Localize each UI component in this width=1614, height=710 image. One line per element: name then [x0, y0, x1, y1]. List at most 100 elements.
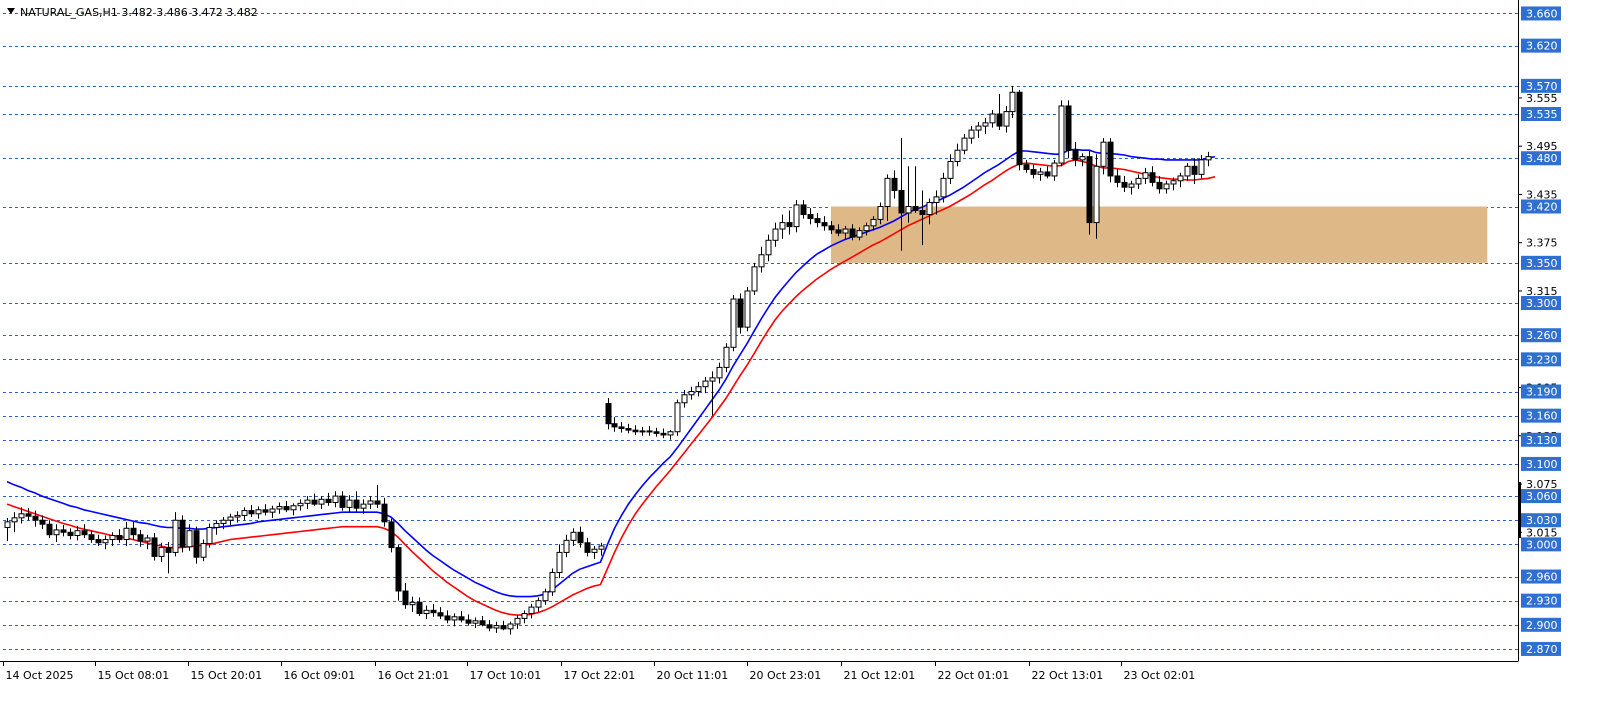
- candle[interactable]: [849, 224, 856, 241]
- candle[interactable]: [695, 381, 702, 397]
- level-tag[interactable]: [1521, 328, 1561, 343]
- candle[interactable]: [765, 234, 772, 262]
- candle[interactable]: [423, 605, 430, 620]
- candle[interactable]: [800, 200, 807, 219]
- candle[interactable]: [877, 202, 884, 225]
- level-tag[interactable]: [1521, 38, 1561, 53]
- candle[interactable]: [297, 499, 304, 511]
- candle[interactable]: [81, 524, 88, 538]
- candle[interactable]: [1149, 166, 1156, 187]
- triangle-down-icon[interactable]: [7, 8, 15, 14]
- candle[interactable]: [144, 534, 151, 550]
- candle[interactable]: [1135, 174, 1142, 189]
- candle[interactable]: [479, 615, 486, 627]
- candle[interactable]: [213, 520, 220, 535]
- candle[interactable]: [758, 246, 765, 273]
- candle[interactable]: [639, 426, 646, 436]
- candle[interactable]: [968, 126, 975, 144]
- candle[interactable]: [1009, 85, 1016, 119]
- candle[interactable]: [137, 529, 144, 547]
- candle[interactable]: [206, 523, 213, 548]
- level-tag[interactable]: [1521, 78, 1561, 93]
- level-tag[interactable]: [1521, 107, 1561, 122]
- candle[interactable]: [989, 109, 996, 128]
- level-tag[interactable]: [1521, 617, 1561, 632]
- level-tag[interactable]: [1521, 408, 1561, 423]
- candle[interactable]: [465, 614, 472, 626]
- candle[interactable]: [793, 200, 800, 233]
- candle[interactable]: [1177, 172, 1184, 188]
- candle[interactable]: [39, 515, 46, 530]
- candle[interactable]: [151, 533, 158, 561]
- candle[interactable]: [179, 515, 186, 553]
- candle[interactable]: [954, 143, 961, 167]
- candle[interactable]: [25, 508, 32, 521]
- candle[interactable]: [1198, 155, 1205, 179]
- candle[interactable]: [1184, 163, 1191, 181]
- candle[interactable]: [542, 588, 549, 605]
- candle[interactable]: [1170, 177, 1177, 191]
- candle[interactable]: [346, 495, 353, 513]
- candle[interactable]: [172, 512, 179, 557]
- candle[interactable]: [751, 262, 758, 295]
- level-tag[interactable]: [1521, 199, 1561, 214]
- candle[interactable]: [688, 386, 695, 400]
- candle[interactable]: [472, 617, 479, 629]
- candle[interactable]: [975, 122, 982, 139]
- candle[interactable]: [821, 216, 828, 231]
- candle[interactable]: [500, 620, 507, 631]
- candle[interactable]: [884, 174, 891, 221]
- candle[interactable]: [577, 526, 584, 548]
- candle[interactable]: [367, 496, 374, 509]
- candle[interactable]: [618, 422, 625, 433]
- candle[interactable]: [912, 166, 919, 213]
- candle[interactable]: [1003, 105, 1010, 133]
- candle[interactable]: [863, 222, 870, 236]
- candle[interactable]: [1191, 158, 1198, 184]
- candle[interactable]: [1205, 151, 1212, 167]
- candle[interactable]: [409, 596, 416, 612]
- candle[interactable]: [716, 362, 723, 384]
- candle[interactable]: [961, 134, 968, 155]
- candle[interactable]: [430, 603, 437, 617]
- level-tag[interactable]: [1521, 489, 1561, 504]
- candle[interactable]: [227, 513, 234, 526]
- candle[interactable]: [458, 611, 465, 623]
- candle[interactable]: [193, 526, 200, 564]
- candle[interactable]: [276, 502, 283, 514]
- level-tag[interactable]: [1521, 569, 1561, 584]
- candle[interactable]: [856, 227, 863, 241]
- candle[interactable]: [4, 517, 11, 542]
- candle[interactable]: [737, 293, 744, 334]
- candle[interactable]: [660, 428, 667, 439]
- candle[interactable]: [1037, 167, 1044, 181]
- candle[interactable]: [1093, 154, 1100, 239]
- level-tag[interactable]: [1521, 537, 1561, 552]
- candle[interactable]: [1121, 175, 1128, 193]
- candle[interactable]: [255, 506, 262, 519]
- level-tag[interactable]: [1521, 296, 1561, 311]
- candle[interactable]: [88, 530, 95, 543]
- candle[interactable]: [402, 582, 409, 609]
- candle[interactable]: [1051, 159, 1058, 181]
- candle[interactable]: [395, 544, 402, 601]
- level-tag[interactable]: [1521, 6, 1561, 21]
- candle[interactable]: [535, 597, 542, 612]
- candle[interactable]: [570, 528, 577, 546]
- candle[interactable]: [451, 613, 458, 627]
- candle[interactable]: [1107, 138, 1114, 183]
- candle[interactable]: [667, 430, 674, 440]
- candle[interactable]: [611, 417, 618, 432]
- candle[interactable]: [32, 510, 39, 527]
- candle[interactable]: [381, 497, 388, 527]
- candle[interactable]: [653, 427, 660, 437]
- candle[interactable]: [674, 399, 681, 436]
- candle[interactable]: [933, 190, 940, 215]
- candle[interactable]: [130, 521, 137, 540]
- candle[interactable]: [730, 294, 737, 352]
- candle[interactable]: [598, 542, 605, 556]
- candle[interactable]: [549, 568, 556, 596]
- candle[interactable]: [374, 484, 381, 509]
